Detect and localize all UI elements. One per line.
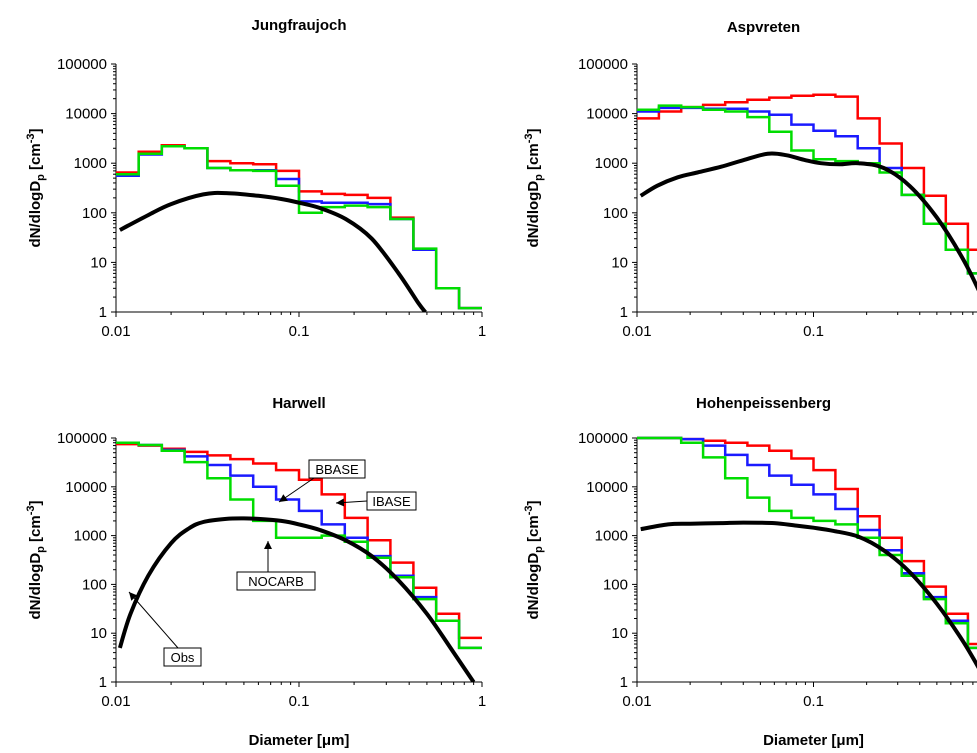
- y-tick-label: 10000: [65, 479, 107, 496]
- y-tick-label: 10: [611, 625, 628, 642]
- x-axis-label: Diameter [μm]: [763, 732, 864, 749]
- series-ibase: [116, 144, 482, 310]
- series-group: [637, 436, 977, 669]
- x-tick-label: 1: [478, 323, 486, 340]
- series-obs: [639, 151, 977, 292]
- y-tick-label: 100: [603, 576, 628, 593]
- x-axis-label: Diameter [μm]: [249, 732, 350, 749]
- series-group: [637, 93, 977, 292]
- series-bbase: [637, 106, 977, 275]
- annotation-arrow: [128, 591, 179, 649]
- y-tick-label: 100000: [578, 430, 628, 447]
- x-tick-label: 0.01: [622, 323, 651, 340]
- y-tick-label: 100: [82, 205, 107, 222]
- series-group: [116, 144, 482, 312]
- series-nocarb: [637, 104, 977, 275]
- chart-panel-0: 1 10 100 1000 10000 100000 0.01 0.1 1 Jungfraujoc…: [25, 17, 486, 340]
- y-tick-label: 1000: [74, 155, 107, 172]
- chart-title: Hohenpeissenberg: [696, 395, 831, 412]
- chart-panel-2: 1 10 100 1000 10000 100000 0.01 0.1 1 Harwell dN/d…: [25, 395, 486, 749]
- annotation-box: [236, 571, 316, 591]
- annotation-arrowhead: [129, 592, 138, 601]
- annotation-arrowhead: [264, 541, 272, 549]
- x-tick-label: 0.1: [803, 693, 824, 710]
- y-tick-label: 1000: [595, 528, 628, 545]
- annotation-label: BBASE: [315, 462, 359, 477]
- y-tick-label: 1: [620, 674, 628, 691]
- x-tick-label: 0.1: [289, 323, 310, 340]
- annotation-label: Obs: [171, 650, 195, 665]
- y-tick-label: 100000: [578, 56, 628, 73]
- chart-panel-1: 1101001000100001000000.010.11AspvretendN…: [523, 19, 977, 340]
- series-group: [116, 441, 482, 682]
- annotation-arrowhead: [279, 494, 288, 502]
- y-tick-label: 10000: [586, 479, 628, 496]
- annotation-ibase: IBASE: [335, 491, 417, 511]
- annotation-box: [366, 491, 417, 511]
- y-tick-label: 1: [620, 304, 628, 321]
- y-tick-label: 10000: [586, 106, 628, 123]
- y-axis-label: dN/dlogDp [cm-3]: [25, 500, 47, 619]
- annotation-label: IBASE: [372, 494, 411, 509]
- series-ibase: [637, 93, 977, 251]
- series-obs: [640, 520, 977, 669]
- annotation-bbase: BBASE: [278, 459, 366, 503]
- y-tick-label: 100000: [57, 430, 107, 447]
- x-tick-label: 0.01: [101, 693, 130, 710]
- y-axis-label: dN/dlogDp [cm-3]: [523, 500, 545, 619]
- y-tick-label: 100: [603, 205, 628, 222]
- annotation-box: [163, 647, 202, 667]
- annotation-nocarb: NOCARB: [236, 541, 316, 591]
- annotation-arrowhead: [336, 498, 345, 507]
- y-axis-label: dN/dlogDp [cm-3]: [25, 128, 47, 247]
- x-tick-label: 0.01: [101, 323, 130, 340]
- x-tick-label: 1: [478, 693, 486, 710]
- chart-title: Aspvreten: [727, 19, 800, 36]
- y-tick-label: 1: [99, 304, 107, 321]
- series-nocarb: [637, 436, 977, 650]
- series-obs: [117, 516, 476, 682]
- series-nocarb: [116, 144, 482, 310]
- series-obs: [118, 190, 427, 312]
- y-tick-label: 10: [90, 254, 107, 271]
- y-tick-label: 10: [611, 254, 628, 271]
- series-ibase: [637, 436, 977, 646]
- y-tick-label: 1: [99, 674, 107, 691]
- x-tick-label: 0.01: [622, 693, 651, 710]
- annotation-box: [308, 459, 366, 479]
- y-tick-label: 100000: [57, 56, 107, 73]
- chart-title: Jungfraujoch: [251, 17, 346, 34]
- chart-title: Harwell: [272, 395, 325, 412]
- y-axis-label: dN/dlogDp [cm-3]: [523, 128, 545, 247]
- y-tick-label: 10: [90, 625, 107, 642]
- chart-panel-3: 1101001000100001000000.010.11Hohenpeisse…: [523, 395, 977, 749]
- x-tick-label: 0.1: [803, 323, 824, 340]
- series-bbase: [637, 436, 977, 650]
- x-tick-label: 0.1: [289, 693, 310, 710]
- y-tick-label: 1000: [595, 155, 628, 172]
- annotation-obs: Obs: [128, 591, 202, 667]
- y-tick-label: 10000: [65, 106, 107, 123]
- annotation-label: NOCARB: [248, 574, 304, 589]
- y-tick-label: 1000: [74, 528, 107, 545]
- y-tick-label: 100: [82, 576, 107, 593]
